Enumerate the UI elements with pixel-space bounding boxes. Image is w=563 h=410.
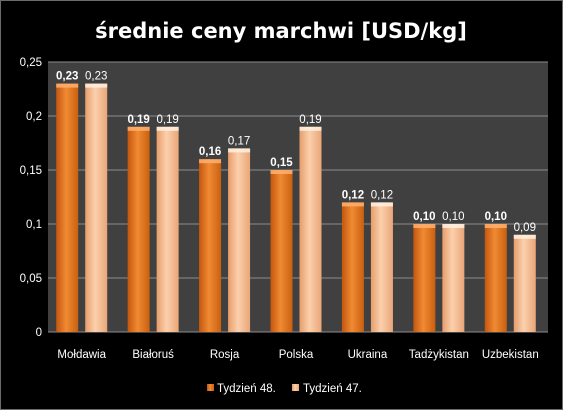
plot-area bbox=[48, 62, 548, 332]
y-tick-label: 0,1 bbox=[26, 219, 42, 231]
x-category-label: Polska bbox=[279, 349, 314, 361]
bar-tydzien-47 bbox=[228, 148, 251, 332]
bar-cap bbox=[156, 126, 179, 131]
bar-cap bbox=[270, 170, 293, 174]
legend-label-tydzien-47: Tydzień 47. bbox=[303, 383, 362, 395]
bar-tydzien-47 bbox=[370, 202, 393, 332]
y-tick-label: 0,25 bbox=[20, 57, 42, 69]
x-category-label: Ukraina bbox=[348, 349, 388, 361]
data-label: 0,10 bbox=[413, 211, 435, 223]
bar-tydzien-48 bbox=[56, 83, 79, 332]
data-label: 0,23 bbox=[56, 71, 78, 83]
data-label: 0,12 bbox=[371, 189, 393, 201]
bar-tydzien-48 bbox=[199, 159, 222, 332]
legend-swatch-tydzien-47 bbox=[292, 384, 299, 391]
bar-cap bbox=[370, 202, 393, 207]
legend: Tydzień 48. Tydzień 47. bbox=[207, 383, 362, 395]
data-label: 0,10 bbox=[485, 211, 507, 223]
bar-cap bbox=[56, 83, 79, 88]
y-axis-ticks: 0 0,05 0,1 0,15 0,2 0,25 bbox=[20, 57, 42, 339]
data-label: 0,19 bbox=[127, 114, 149, 126]
data-label: 0,15 bbox=[270, 157, 293, 169]
bar-cap bbox=[413, 224, 436, 228]
data-labels: 0,23 0,23 0,19 0,19 0,16 0,17 0,15 0,19 0,12 0,12… bbox=[56, 71, 536, 234]
bar-cap bbox=[299, 126, 322, 131]
bar-tydzien-48 bbox=[341, 202, 364, 332]
bar-cap bbox=[484, 224, 507, 228]
data-label: 0,09 bbox=[514, 222, 536, 234]
x-category-label: Tadżykistan bbox=[409, 349, 469, 361]
y-tick-label: 0,2 bbox=[26, 111, 42, 123]
data-label: 0,17 bbox=[228, 135, 250, 147]
bar-tydzien-47 bbox=[85, 83, 108, 332]
legend-swatch-tydzien-48 bbox=[207, 384, 214, 391]
bar-tydzien-48 bbox=[270, 170, 293, 332]
data-label: 0,19 bbox=[299, 114, 321, 126]
x-category-label: Rosja bbox=[210, 349, 240, 361]
y-tick-label: 0,05 bbox=[20, 273, 42, 285]
bar-tydzien-47 bbox=[513, 234, 536, 332]
data-label: 0,12 bbox=[342, 189, 364, 201]
bar-cap bbox=[341, 202, 364, 207]
data-label: 0,16 bbox=[199, 146, 221, 158]
data-label: 0,10 bbox=[442, 211, 464, 223]
x-category-label: Uzbekistan bbox=[482, 349, 539, 361]
bar-tydzien-47 bbox=[299, 126, 322, 332]
legend-label-tydzien-48: Tydzień 48. bbox=[217, 383, 276, 395]
x-axis-categories: Mołdawia Białoruś Rosja Polska Ukraina Tadżyk… bbox=[57, 349, 538, 361]
y-tick-label: 0 bbox=[36, 327, 42, 339]
bars bbox=[56, 83, 536, 332]
data-label: 0,23 bbox=[85, 71, 107, 83]
bar-tydzien-47 bbox=[442, 224, 465, 332]
x-category-label: Mołdawia bbox=[57, 349, 106, 361]
bar-tydzien-47 bbox=[156, 126, 179, 332]
bar-cap bbox=[228, 148, 251, 153]
x-category-label: Białoruś bbox=[132, 349, 174, 361]
chart-title: średnie ceny marchwi [USD/kg] bbox=[95, 19, 467, 43]
bar-tydzien-48 bbox=[127, 126, 150, 332]
bar-cap bbox=[513, 234, 536, 239]
bar-cap bbox=[127, 126, 150, 131]
bar-tydzien-48 bbox=[484, 224, 507, 332]
y-tick-label: 0,15 bbox=[20, 165, 42, 177]
bar-cap bbox=[199, 159, 222, 164]
data-label: 0,19 bbox=[156, 114, 178, 126]
bar-cap bbox=[85, 83, 108, 88]
bar-cap bbox=[442, 224, 465, 228]
bar-tydzien-48 bbox=[413, 224, 436, 332]
